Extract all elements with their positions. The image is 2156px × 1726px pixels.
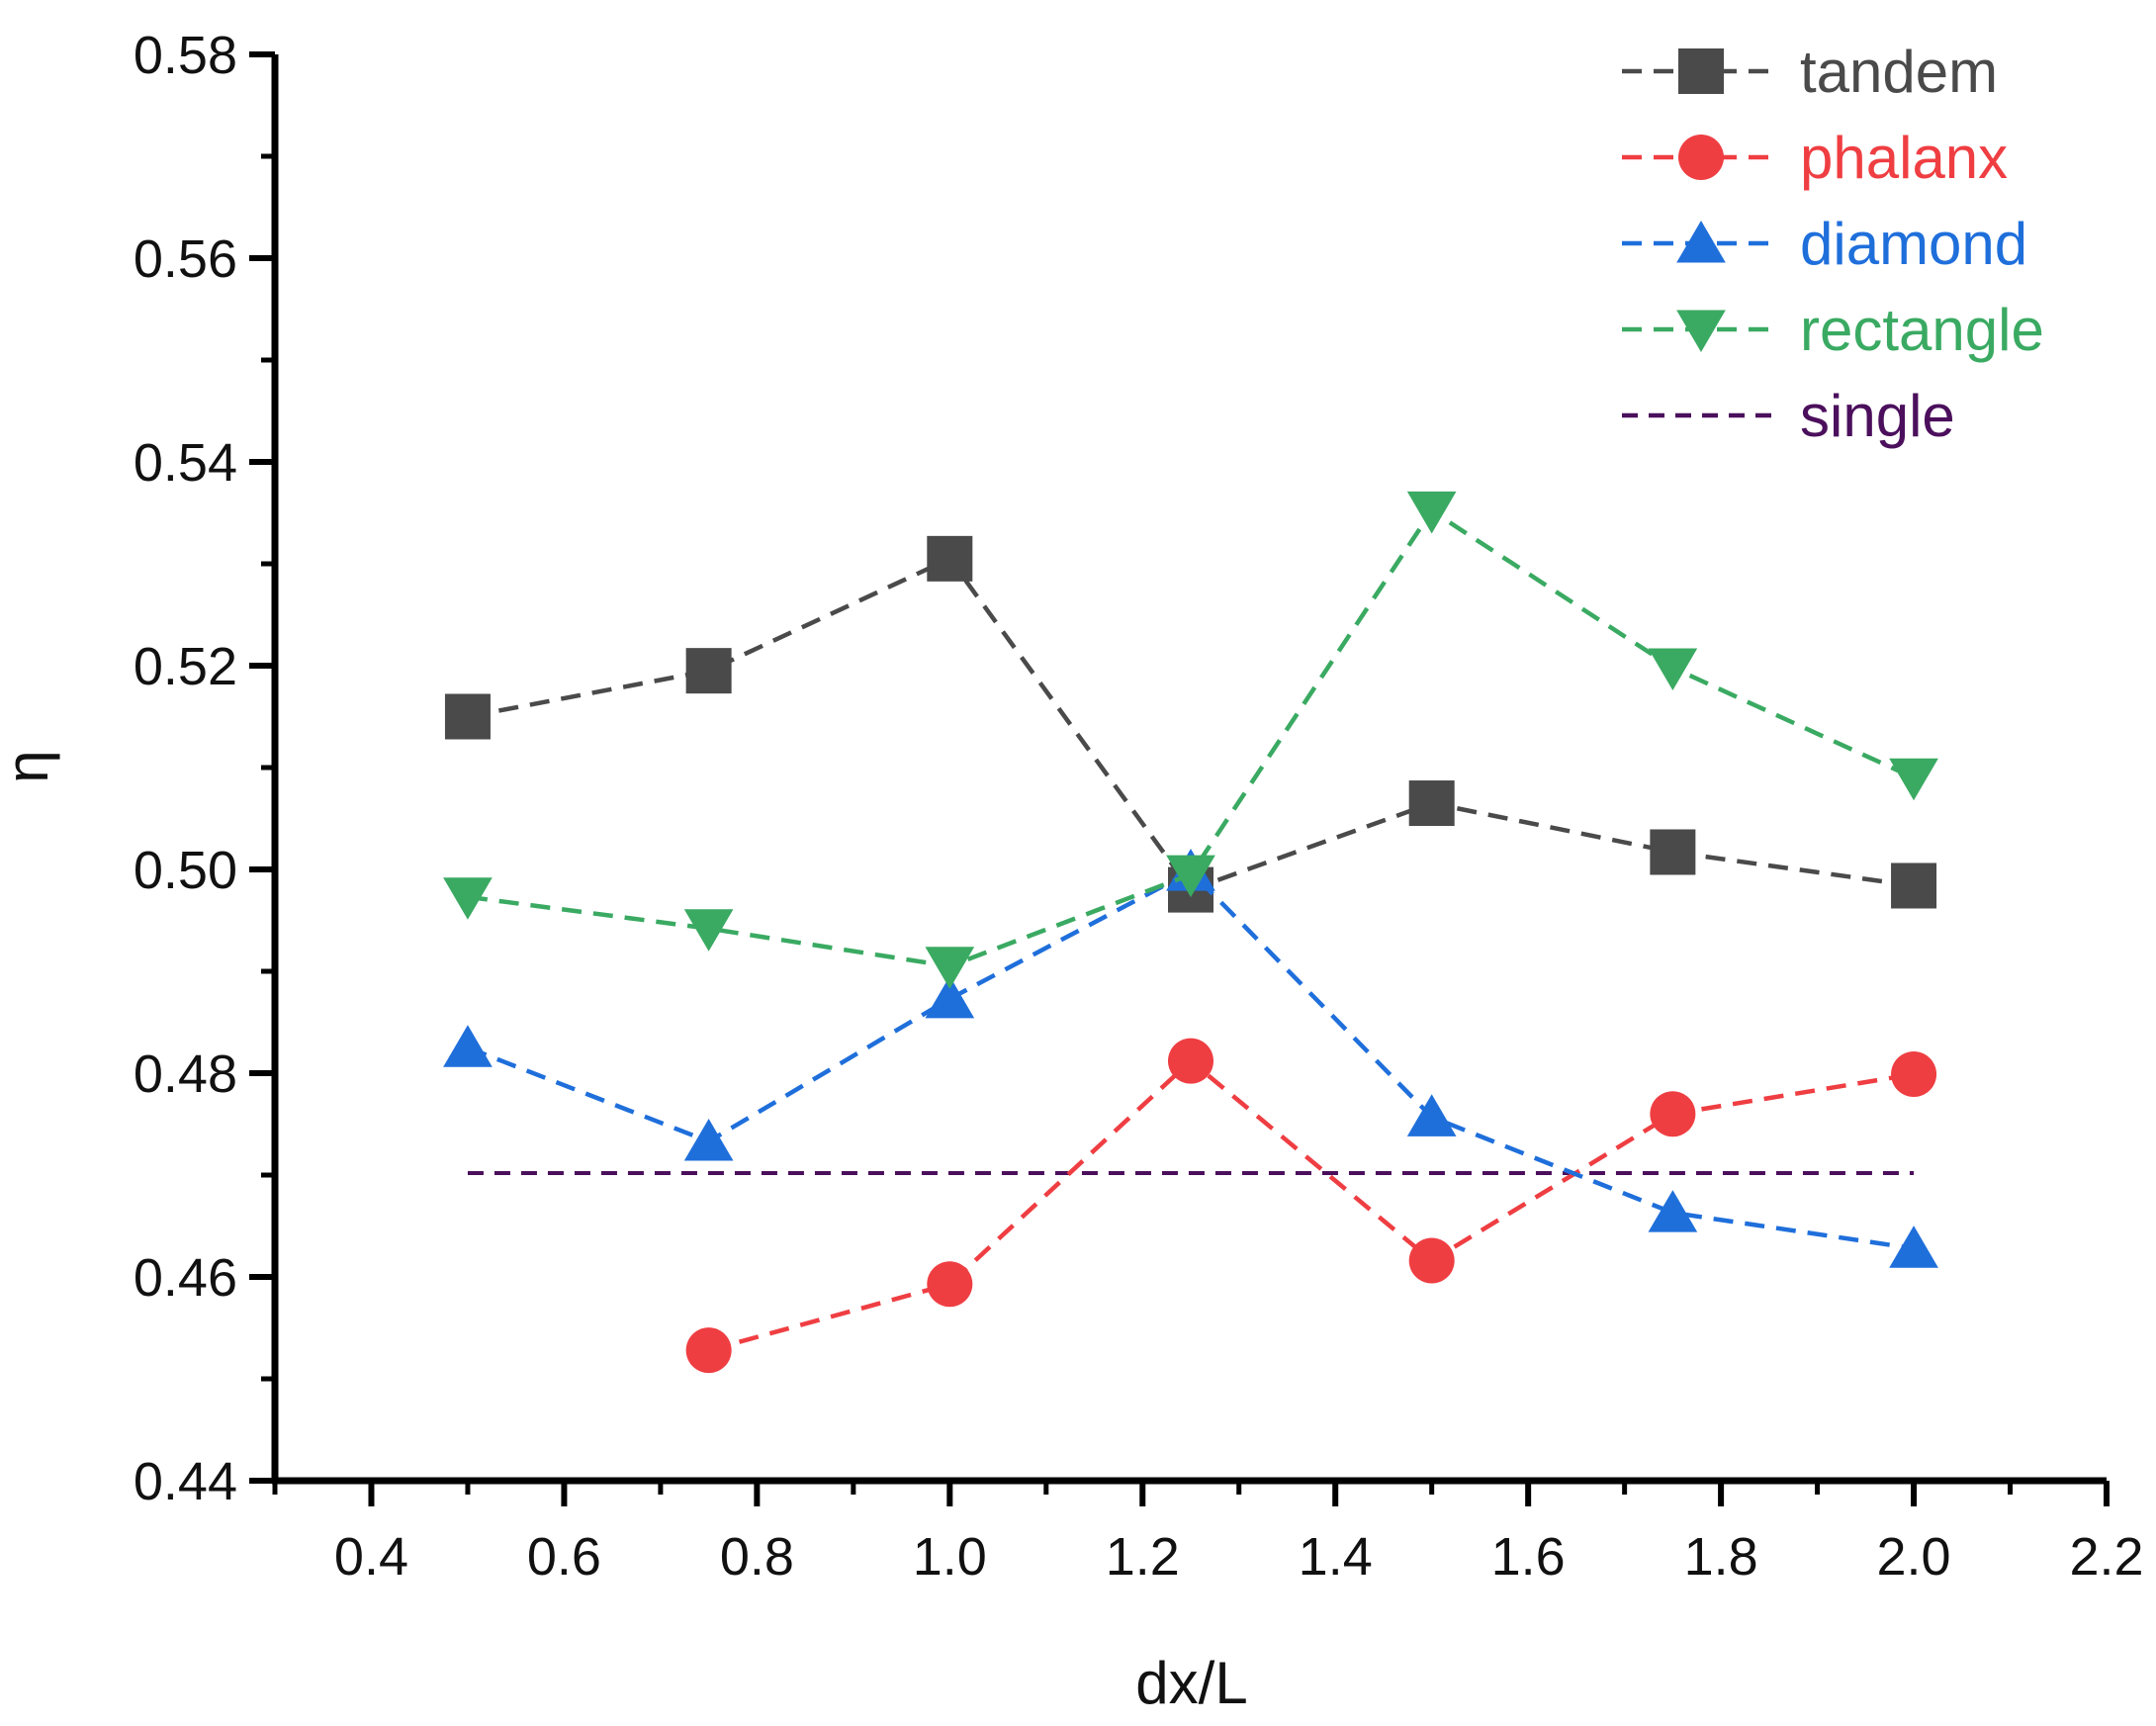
data-point-phalanx bbox=[1650, 1091, 1696, 1137]
series-group bbox=[443, 491, 1938, 1374]
y-tick-label: 0.56 bbox=[134, 229, 237, 289]
legend-item-rectangle: rectangle bbox=[1622, 297, 2044, 363]
legend-label-phalanx: phalanx bbox=[1800, 125, 2008, 191]
series-line-tandem bbox=[467, 556, 1915, 893]
x-tick-label: 0.4 bbox=[334, 1527, 408, 1587]
x-tick-label: 2.0 bbox=[1877, 1527, 1951, 1587]
data-point-phalanx bbox=[927, 1261, 973, 1308]
y-tick-label: 0.52 bbox=[134, 637, 237, 696]
x-tick-label: 1.8 bbox=[1684, 1527, 1758, 1587]
y-tick-label: 0.54 bbox=[134, 433, 237, 493]
legend-marker-rectangle bbox=[1676, 310, 1726, 352]
legend-marker-phalanx bbox=[1678, 135, 1724, 180]
data-point-phalanx bbox=[1891, 1051, 1937, 1098]
series-rectangle bbox=[443, 491, 1938, 989]
x-tick-label: 1.0 bbox=[913, 1527, 987, 1587]
data-point-rectangle bbox=[1406, 491, 1457, 534]
data-point-tandem bbox=[927, 535, 973, 582]
data-point-phalanx bbox=[685, 1327, 732, 1374]
legend-label-rectangle: rectangle bbox=[1800, 297, 2044, 363]
series-phalanx bbox=[685, 1038, 1937, 1374]
data-point-diamond bbox=[683, 1119, 734, 1161]
data-point-rectangle bbox=[683, 909, 734, 952]
y-tick-label: 0.50 bbox=[134, 841, 237, 900]
data-point-tandem bbox=[1650, 829, 1696, 875]
x-tick-label: 0.8 bbox=[720, 1527, 794, 1587]
data-point-diamond bbox=[443, 1025, 493, 1067]
data-point-rectangle bbox=[1648, 648, 1698, 691]
y-axis-title: η bbox=[0, 750, 60, 782]
y-tick-label: 0.58 bbox=[134, 26, 237, 85]
x-tick-label: 1.6 bbox=[1491, 1527, 1566, 1587]
data-point-diamond bbox=[1406, 1094, 1457, 1136]
legend-item-diamond: diamond bbox=[1622, 211, 2027, 277]
x-tick-label: 0.6 bbox=[527, 1527, 601, 1587]
legend-marker-tandem bbox=[1678, 48, 1724, 94]
legend-marker-diamond bbox=[1676, 221, 1726, 263]
x-tick-label: 1.2 bbox=[1106, 1527, 1180, 1587]
x-tick-label: 2.2 bbox=[2069, 1527, 2143, 1587]
series-line-phalanx bbox=[708, 1057, 1915, 1353]
legend-item-tandem: tandem bbox=[1622, 39, 1998, 105]
legend: tandem phalanx diamond rectangle single bbox=[1622, 39, 2044, 449]
data-point-rectangle bbox=[1889, 758, 1938, 801]
axes: 0.4 0.6 0.8 1.0 1.2 1.4 1.6 1.8 2.0 2.2 0.44 0.46 0.… bbox=[134, 26, 2144, 1587]
x-axis-title: dx/L bbox=[1135, 1650, 1247, 1716]
data-point-rectangle bbox=[443, 877, 493, 920]
y-tick-label: 0.46 bbox=[134, 1248, 237, 1308]
data-point-tandem bbox=[685, 648, 732, 694]
y-tick-label: 0.44 bbox=[134, 1452, 237, 1511]
data-point-diamond bbox=[1889, 1226, 1938, 1268]
legend-label-single: single bbox=[1800, 383, 1955, 449]
legend-label-diamond: diamond bbox=[1800, 211, 2027, 277]
data-point-diamond bbox=[925, 975, 975, 1019]
data-point-rectangle bbox=[1166, 855, 1215, 898]
legend-label-tandem: tandem bbox=[1800, 39, 1998, 105]
data-point-phalanx bbox=[1408, 1237, 1455, 1284]
data-point-diamond bbox=[1648, 1190, 1698, 1232]
legend-item-phalanx: phalanx bbox=[1622, 125, 2008, 191]
data-point-phalanx bbox=[1168, 1038, 1213, 1084]
y-tick-label: 0.48 bbox=[134, 1045, 237, 1104]
data-point-tandem bbox=[444, 693, 491, 740]
data-point-tandem bbox=[1891, 863, 1937, 909]
data-point-rectangle bbox=[925, 947, 975, 989]
legend-item-single: single bbox=[1622, 383, 1955, 449]
x-tick-label: 1.4 bbox=[1299, 1527, 1373, 1587]
data-point-tandem bbox=[1408, 780, 1455, 827]
